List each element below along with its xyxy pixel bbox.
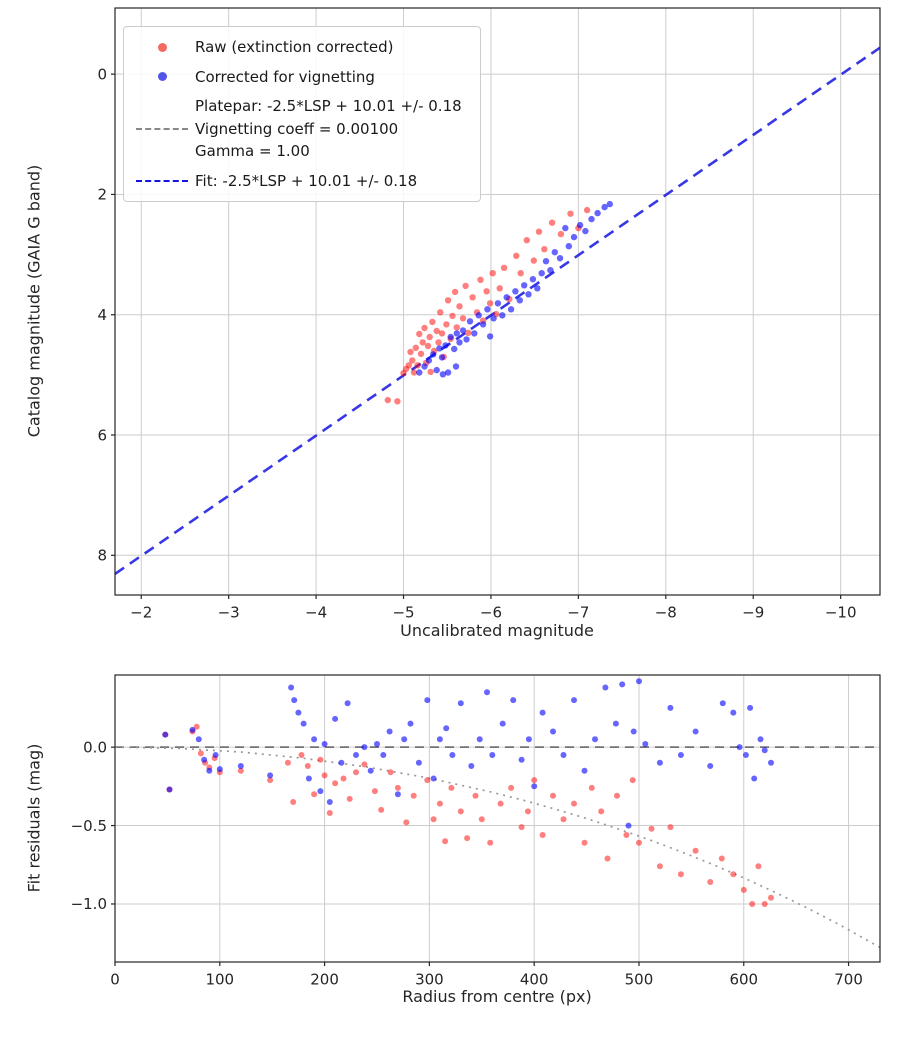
legend: Raw (extinction corrected) Corrected for… xyxy=(123,26,481,202)
svg-text:−3: −3 xyxy=(218,603,240,621)
svg-text:700: 700 xyxy=(834,970,863,988)
svg-text:100: 100 xyxy=(205,970,234,988)
svg-text:0: 0 xyxy=(110,970,120,988)
svg-text:300: 300 xyxy=(415,970,444,988)
legend-entry-corrected: Corrected for vignetting xyxy=(136,66,462,89)
top-y-axis-label: Catalog magnitude (GAIA G band) xyxy=(24,164,44,438)
svg-text:−6: −6 xyxy=(480,603,502,621)
svg-text:6: 6 xyxy=(97,426,107,444)
svg-text:−4: −4 xyxy=(305,603,327,621)
bottom-x-axis-label: Radius from centre (px) xyxy=(402,987,592,1006)
svg-text:−7: −7 xyxy=(567,603,589,621)
svg-text:8: 8 xyxy=(97,547,107,565)
gray-dashed-line-marker-icon xyxy=(136,127,188,130)
svg-text:500: 500 xyxy=(625,970,654,988)
svg-text:−0.5: −0.5 xyxy=(71,817,107,835)
svg-text:−8: −8 xyxy=(655,603,677,621)
svg-text:200: 200 xyxy=(310,970,339,988)
blue-dashed-line-marker-icon xyxy=(136,179,188,182)
red-dot-marker-icon xyxy=(136,42,188,52)
svg-text:0.0: 0.0 xyxy=(83,738,107,756)
blue-dot-marker-icon xyxy=(136,72,188,82)
svg-text:−9: −9 xyxy=(742,603,764,621)
bottom-y-axis-label: Fit residuals (mag) xyxy=(24,743,44,893)
svg-text:−5: −5 xyxy=(392,603,414,621)
legend-entry-platepar: Platepar: -2.5*LSP + 10.01 +/- 0.18 Vign… xyxy=(136,95,462,163)
svg-text:−1.0: −1.0 xyxy=(71,895,107,913)
top-x-axis-label: Uncalibrated magnitude xyxy=(400,621,594,640)
svg-text:600: 600 xyxy=(729,970,758,988)
svg-text:−2: −2 xyxy=(130,603,152,621)
svg-text:−10: −10 xyxy=(825,603,857,621)
svg-text:400: 400 xyxy=(520,970,549,988)
svg-text:2: 2 xyxy=(97,186,107,204)
legend-label: Corrected for vignetting xyxy=(195,67,375,86)
legend-label: Fit: -2.5*LSP + 10.01 +/- 0.18 xyxy=(195,171,418,190)
legend-label: Platepar: -2.5*LSP + 10.01 +/- 0.18 Vign… xyxy=(195,97,462,160)
legend-entry-raw: Raw (extinction corrected) xyxy=(136,36,462,59)
svg-text:4: 4 xyxy=(97,306,107,324)
legend-entry-fit: Fit: -2.5*LSP + 10.01 +/- 0.18 xyxy=(136,170,462,193)
svg-text:0: 0 xyxy=(97,65,107,83)
legend-label: Raw (extinction corrected) xyxy=(195,38,394,56)
